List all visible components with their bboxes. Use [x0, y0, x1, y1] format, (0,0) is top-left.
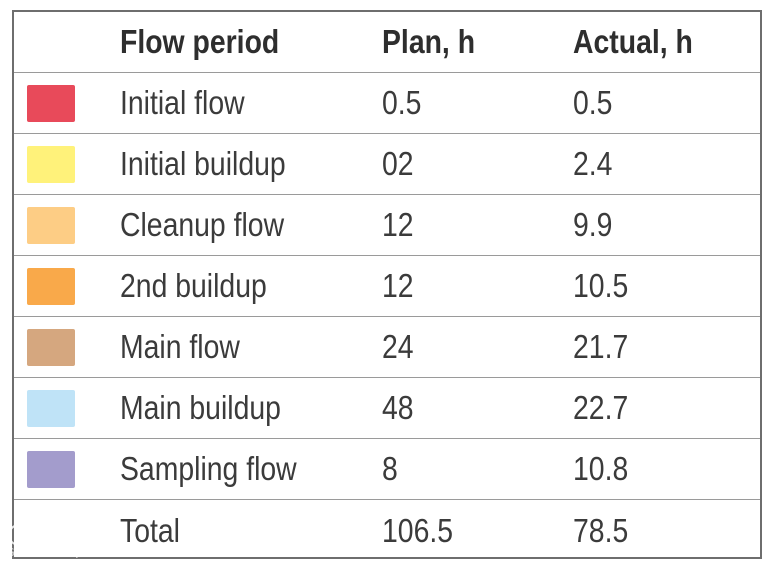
table-row: Main flow 24 21.7 [14, 317, 760, 378]
total-plan: 106.5 [382, 511, 454, 549]
row-name: 2nd buildup [120, 267, 267, 304]
row-plan: 12 [382, 206, 414, 243]
total-label: Total [120, 511, 180, 549]
row-plan: 12 [382, 267, 414, 304]
color-swatch [27, 390, 75, 427]
row-name: Initial flow [120, 84, 245, 121]
table-row: Main buildup 48 22.7 [14, 378, 760, 439]
row-plan: 02 [382, 145, 414, 182]
header-plan: Plan, h [382, 23, 476, 60]
row-plan: 48 [382, 389, 414, 426]
table-row: Cleanup flow 12 9.9 [14, 195, 760, 256]
table-row: Sampling flow 8 10.8 [14, 439, 760, 500]
color-swatch [27, 146, 75, 183]
table-row: Initial flow 0.5 0.5 [14, 73, 760, 134]
color-swatch [27, 451, 75, 488]
row-name: Cleanup flow [120, 206, 285, 243]
row-name: Main flow [120, 328, 240, 365]
row-actual: 0.5 [573, 84, 613, 121]
row-actual: 9.9 [573, 206, 613, 243]
row-actual: 21.7 [573, 328, 629, 365]
row-plan: 8 [382, 450, 398, 487]
row-name: Initial buildup [120, 145, 286, 182]
row-actual: 2.4 [573, 145, 613, 182]
color-swatch [27, 268, 75, 305]
flow-period-table: Flow period Plan, h Actual, h Initial fl… [12, 10, 762, 559]
row-plan: 24 [382, 328, 414, 365]
row-actual: 22.7 [573, 389, 629, 426]
table-row: 2nd buildup 12 10.5 [14, 256, 760, 317]
row-name: Sampling flow [120, 450, 297, 487]
table-total-row: Total 106.5 78.5 [14, 500, 760, 561]
header-flow-period: Flow period [120, 23, 280, 60]
row-plan: 0.5 [382, 84, 422, 121]
color-swatch [27, 207, 75, 244]
table-row: Initial buildup 02 2.4 [14, 134, 760, 195]
color-swatch [27, 329, 75, 366]
row-name: Main buildup [120, 389, 281, 426]
header-actual: Actual, h [573, 23, 693, 60]
color-swatch [27, 85, 75, 122]
row-actual: 10.8 [573, 450, 629, 487]
total-actual: 78.5 [573, 511, 629, 549]
row-actual: 10.5 [573, 267, 629, 304]
table-header-row: Flow period Plan, h Actual, h [14, 12, 760, 73]
